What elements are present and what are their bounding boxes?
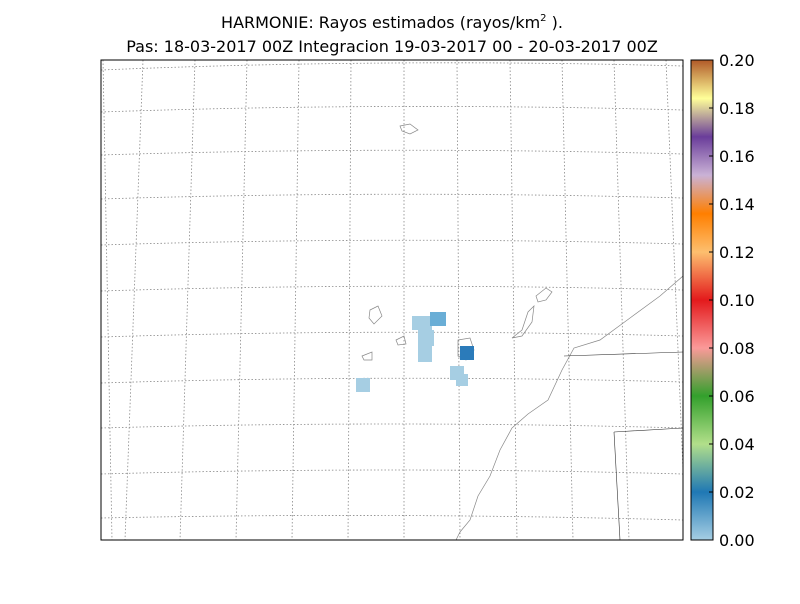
cell	[418, 346, 432, 362]
cell	[412, 316, 432, 330]
title-superscript: 2	[540, 13, 546, 24]
cell	[418, 330, 434, 346]
parallel	[101, 515, 683, 521]
island	[399, 123, 419, 135]
colorbar-tick-label: 0.10	[719, 291, 755, 310]
map-frame	[100, 59, 684, 541]
meridian	[561, 60, 574, 540]
meridian	[291, 60, 300, 540]
meridian	[235, 60, 248, 540]
map-title: HARMONIE: Rayos estimados (rayos/km2 ).	[221, 13, 563, 32]
colorbar-tick-label: 0.16	[719, 147, 755, 166]
cell	[356, 378, 370, 392]
map-subtitle: Pas: 18-03-2017 00Z Integracion 19-03-20…	[126, 37, 658, 56]
meridian	[102, 60, 113, 540]
meridian	[347, 60, 352, 540]
parallel	[101, 62, 683, 71]
parallel	[101, 377, 683, 384]
meridian	[613, 60, 630, 540]
border	[563, 351, 683, 357]
meridian	[124, 60, 144, 540]
parallel	[101, 285, 683, 292]
parallel	[101, 193, 683, 200]
island	[511, 305, 535, 339]
cell	[460, 346, 474, 360]
meridian	[665, 60, 683, 471]
meridian	[456, 60, 461, 540]
coastline	[455, 275, 683, 540]
parallel	[101, 106, 683, 113]
island	[361, 351, 373, 361]
colorbar-tick-label: 0.04	[719, 435, 755, 454]
colorbar-tick-label: 0.18	[719, 99, 755, 118]
island	[368, 305, 383, 325]
meridian	[179, 60, 196, 540]
title-text: HARMONIE: Rayos estimados (rayos/km	[221, 13, 540, 32]
cell	[430, 312, 446, 326]
parallel	[101, 423, 683, 429]
colorbar-tick-label: 0.02	[719, 483, 755, 502]
colorbar-tick-label: 0.12	[719, 243, 755, 262]
cell	[456, 374, 468, 386]
parallel	[101, 469, 683, 475]
colorbar-tick-label: 0.08	[719, 339, 755, 358]
map-area	[101, 60, 683, 540]
parallel	[101, 239, 683, 246]
meridian	[509, 60, 518, 540]
lightning-cells	[356, 312, 474, 392]
island	[395, 335, 407, 346]
border	[613, 427, 683, 540]
parallel	[101, 149, 683, 156]
colorbar-tick-label: 0.14	[719, 195, 755, 214]
title-end: ).	[547, 13, 563, 32]
colorbar-tick-label: 0.00	[719, 531, 755, 550]
colorbar-tick-label: 0.06	[719, 387, 755, 406]
island	[535, 287, 553, 303]
colorbar-tick-label: 0.20	[719, 51, 755, 70]
parallel	[101, 331, 683, 338]
colorbar-ticks: 0.00 0.02 0.04 0.06 0.08 0.10 0.12 0.14 0.16 0.18…	[709, 51, 755, 550]
graticule	[101, 60, 683, 540]
